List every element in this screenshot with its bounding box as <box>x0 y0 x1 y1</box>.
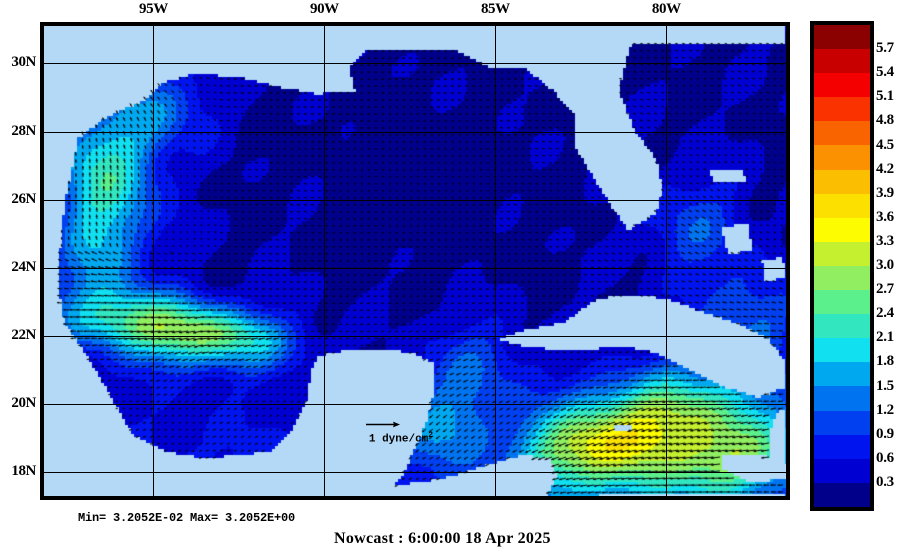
colorbar-band-5 <box>814 145 870 170</box>
colorbar-band-15 <box>814 386 870 411</box>
map-clip: 1 dyne/cm2 <box>44 26 786 496</box>
graticule-meridian-95w <box>153 26 154 496</box>
graticule-parallel-26n <box>44 200 786 201</box>
colorbar-tick-3-9: 3.9 <box>876 184 894 201</box>
colorbar-tick-5-7: 5.7 <box>876 40 894 57</box>
colorbar-tick-1-2: 1.2 <box>876 401 894 418</box>
colorbar-tick-2-7: 2.7 <box>876 281 894 298</box>
graticule-parallel-30n <box>44 63 786 64</box>
reference-vector-arrow <box>366 421 400 428</box>
colorbar-tick-3-0: 3.0 <box>876 257 894 273</box>
graticule-meridian-90w <box>324 26 325 496</box>
graticule-parallel-20n <box>44 404 786 405</box>
colorbar-tick-0-3: 0.3 <box>876 473 894 490</box>
vector-scale-value: 1 dyne/cm <box>368 433 429 446</box>
graticule-parallel-22n <box>44 336 786 337</box>
lat-tick-label-28n: 28N <box>11 122 36 139</box>
colorbar-band-3 <box>814 97 870 122</box>
colorbar-band-18 <box>814 458 870 483</box>
colorbar-tick-2-4: 2.4 <box>876 305 894 322</box>
latitude-axis: 30N 28N 26N 24N 22N 20N 18N <box>0 0 36 555</box>
colorbar-band-9 <box>814 241 870 266</box>
colorbar-tick-4-5: 4.5 <box>876 136 894 153</box>
lat-tick-label-22n: 22N <box>11 326 36 343</box>
longitude-axis: 95W 90W 85W 80W <box>0 0 909 20</box>
colorbar-container <box>810 21 874 511</box>
vector-scale-label: 1 dyne/cm2 <box>362 432 440 446</box>
colorbar-band-8 <box>814 217 870 242</box>
colorbar-band-4 <box>814 121 870 146</box>
lat-tick-label-18n: 18N <box>11 463 36 480</box>
wind-stress-vector-canvas <box>44 26 786 496</box>
colorbar-tick-4-8: 4.8 <box>876 112 894 129</box>
colorbar-band-14 <box>814 362 870 387</box>
colorbar-band-2 <box>814 73 870 98</box>
colorbar-tick-2-1: 2.1 <box>876 329 894 346</box>
lon-tick-label-95w: 95W <box>139 1 168 17</box>
graticule-parallel-24n <box>44 268 786 269</box>
nowcast-timestamp: Nowcast : 6:00:00 18 Apr 2025 <box>334 530 551 547</box>
colorbar-tick-1-5: 1.5 <box>876 377 894 394</box>
minmax-readout: Min= 3.2052E-02 Max= 3.2052E+00 <box>78 511 296 525</box>
colorbar-band-11 <box>814 290 870 315</box>
colorbar-tick-3-3: 3.3 <box>876 232 894 249</box>
colorbar-tick-5-1: 5.1 <box>876 88 894 105</box>
colorbar-tick-1-8: 1.8 <box>876 353 894 370</box>
graticule-parallel-28n <box>44 132 786 133</box>
colorbar-band-12 <box>814 314 870 339</box>
colorbar-band-10 <box>814 265 870 291</box>
colorbar-tick-3-6: 3.6 <box>876 208 894 225</box>
colorbar-band-0 <box>814 25 870 50</box>
graticule-meridian-80w <box>666 26 667 496</box>
graticule-meridian-85w <box>495 26 496 496</box>
map-plot-area[interactable]: 1 dyne/cm2 <box>40 22 790 500</box>
colorbar-tick-5-4: 5.4 <box>876 64 894 81</box>
colorbar-band-1 <box>814 49 870 74</box>
colorbar <box>810 21 874 511</box>
colorbar-tick-labels: 5.7 5.4 5.1 4.8 4.5 4.2 3.9 3.6 3.3 3.0 2.7 2.4 2.1 1… <box>876 21 909 511</box>
colorbar-band-7 <box>814 193 870 218</box>
vector-scale-exponent: 2 <box>428 431 434 440</box>
lon-tick-label-85w: 85W <box>480 1 510 17</box>
lat-tick-label-30n: 30N <box>11 54 36 71</box>
colorbar-tick-0-9: 0.9 <box>876 425 894 442</box>
lon-tick-label-90w: 90W <box>309 1 339 17</box>
colorbar-band-6 <box>814 169 870 194</box>
colorbar-band-17 <box>814 434 870 459</box>
lon-tick-label-80w: 80W <box>651 1 681 17</box>
colorbar-band-19 <box>814 482 870 507</box>
colorbar-tick-4-2: 4.2 <box>876 160 894 177</box>
graticule-parallel-18n <box>44 472 786 473</box>
lat-tick-label-26n: 26N <box>11 190 36 207</box>
lat-tick-label-20n: 20N <box>11 395 36 412</box>
colorbar-band-13 <box>814 338 870 363</box>
colorbar-band-16 <box>814 410 870 435</box>
colorbar-tick-0-6: 0.6 <box>876 449 894 466</box>
lat-tick-label-24n: 24N <box>11 258 36 275</box>
